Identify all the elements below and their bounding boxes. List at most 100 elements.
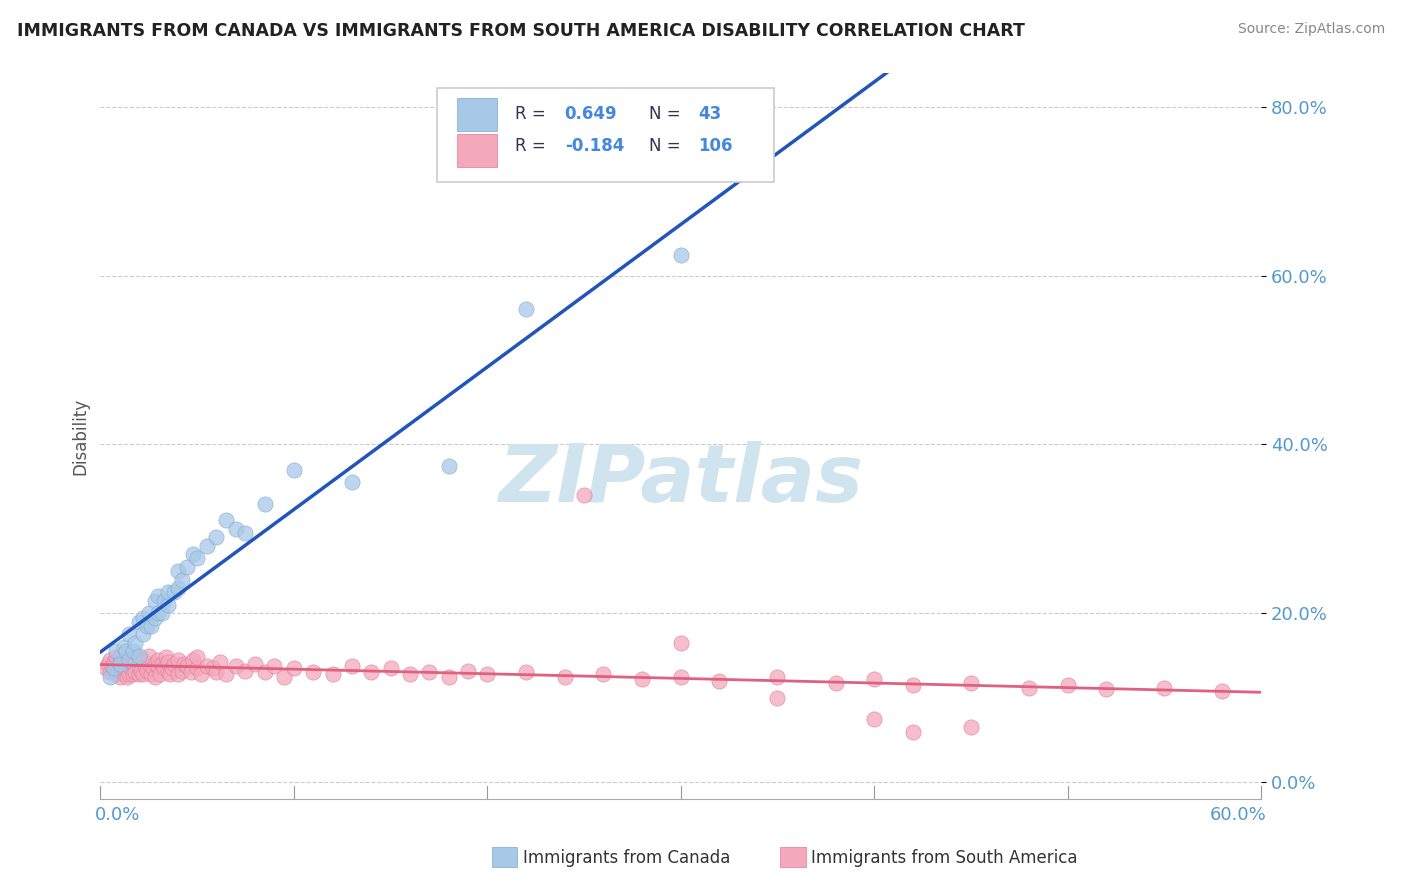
- Point: [273, 670, 295, 684]
- Point: [201, 661, 224, 675]
- Point: [960, 720, 983, 734]
- Point: [143, 657, 166, 671]
- Point: [104, 667, 127, 681]
- Point: [176, 560, 198, 574]
- Point: [96, 661, 118, 675]
- Text: Immigrants from South America: Immigrants from South America: [811, 849, 1078, 867]
- Point: [135, 664, 157, 678]
- Point: [186, 551, 208, 566]
- Point: [215, 513, 238, 527]
- Point: [149, 667, 172, 681]
- Point: [669, 670, 692, 684]
- Text: 43: 43: [699, 105, 721, 123]
- Point: [437, 670, 460, 684]
- Point: [515, 302, 537, 317]
- Point: [1211, 684, 1233, 698]
- Point: [118, 627, 141, 641]
- Point: [592, 667, 614, 681]
- Bar: [457, 98, 498, 131]
- Point: [138, 607, 160, 621]
- Point: [173, 657, 195, 671]
- Point: [153, 593, 176, 607]
- Point: [340, 475, 363, 490]
- Text: 0.0%: 0.0%: [94, 805, 141, 824]
- Point: [157, 585, 180, 599]
- Point: [631, 672, 654, 686]
- Point: [170, 573, 193, 587]
- Text: N =: N =: [650, 136, 681, 154]
- Point: [205, 665, 228, 680]
- Point: [418, 665, 440, 680]
- Point: [283, 463, 305, 477]
- Point: [243, 657, 266, 671]
- Point: [124, 665, 146, 680]
- Point: [159, 667, 181, 681]
- Point: [669, 636, 692, 650]
- Point: [863, 672, 886, 686]
- Point: [157, 665, 180, 680]
- Point: [225, 522, 247, 536]
- Point: [150, 607, 173, 621]
- Point: [1153, 681, 1175, 695]
- Point: [143, 610, 166, 624]
- Point: [112, 640, 135, 654]
- Text: N =: N =: [650, 105, 681, 123]
- Point: [124, 636, 146, 650]
- Point: [163, 657, 186, 671]
- Point: [150, 657, 173, 671]
- Point: [186, 661, 208, 675]
- Point: [132, 610, 155, 624]
- Point: [98, 653, 121, 667]
- Point: [235, 526, 257, 541]
- Point: [148, 658, 170, 673]
- Point: [960, 675, 983, 690]
- Point: [118, 650, 141, 665]
- Point: [98, 665, 121, 680]
- Point: [104, 644, 127, 658]
- Point: [901, 678, 924, 692]
- Point: [209, 656, 232, 670]
- Point: [190, 667, 212, 681]
- Point: [118, 658, 141, 673]
- Point: [132, 627, 155, 641]
- Point: [97, 657, 120, 671]
- Point: [112, 667, 135, 681]
- Point: [766, 670, 789, 684]
- Point: [118, 667, 141, 681]
- Text: 0.649: 0.649: [565, 105, 617, 123]
- Point: [101, 658, 124, 673]
- Text: R =: R =: [515, 136, 546, 154]
- Point: [153, 661, 176, 675]
- Point: [114, 644, 136, 658]
- Point: [253, 497, 276, 511]
- Text: IMMIGRANTS FROM CANADA VS IMMIGRANTS FROM SOUTH AMERICA DISABILITY CORRELATION C: IMMIGRANTS FROM CANADA VS IMMIGRANTS FRO…: [17, 22, 1025, 40]
- Point: [170, 664, 193, 678]
- Point: [863, 712, 886, 726]
- Text: Source: ZipAtlas.com: Source: ZipAtlas.com: [1237, 22, 1385, 37]
- Point: [148, 590, 170, 604]
- Y-axis label: Disability: Disability: [72, 398, 89, 475]
- Point: [901, 724, 924, 739]
- Point: [118, 653, 141, 667]
- Point: [138, 657, 160, 671]
- Point: [117, 670, 139, 684]
- Point: [181, 653, 204, 667]
- Text: 106: 106: [699, 136, 733, 154]
- Text: 60.0%: 60.0%: [1211, 805, 1267, 824]
- Point: [135, 619, 157, 633]
- Point: [166, 653, 188, 667]
- Point: [380, 661, 402, 675]
- Point: [120, 661, 142, 675]
- Bar: [457, 135, 498, 168]
- Point: [360, 665, 382, 680]
- Point: [128, 650, 150, 665]
- Point: [709, 673, 731, 688]
- Point: [1018, 681, 1040, 695]
- Point: [180, 665, 202, 680]
- Point: [166, 564, 188, 578]
- Point: [215, 667, 238, 681]
- Point: [321, 667, 343, 681]
- Point: [142, 661, 165, 675]
- Point: [457, 664, 479, 678]
- Point: [515, 665, 537, 680]
